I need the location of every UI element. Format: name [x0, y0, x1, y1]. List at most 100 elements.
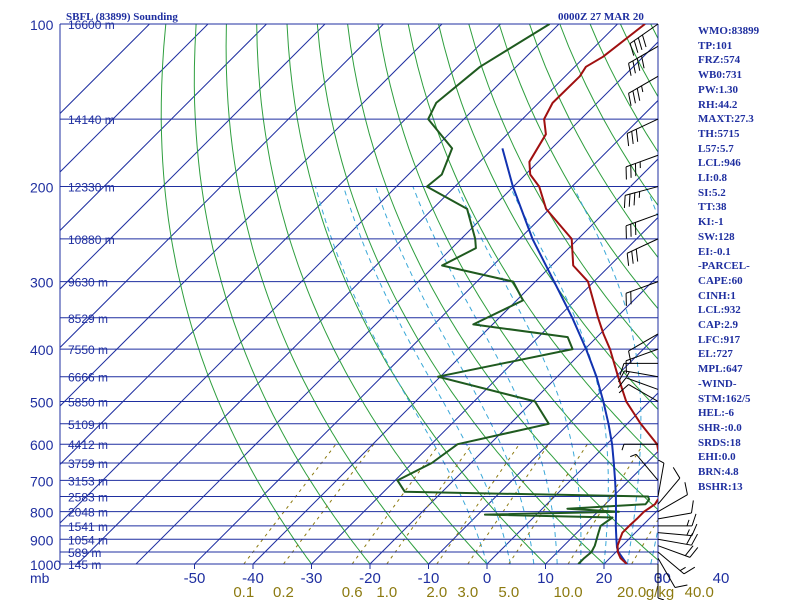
isotherm-line: [60, 24, 443, 407]
wind-barb-shaft: [628, 75, 659, 94]
sounding-time: 0000Z 27 MAR 20: [558, 11, 644, 23]
wind-barb-feather: [631, 251, 634, 264]
wind-barb-shaft: [626, 238, 659, 254]
index-item: TT:38: [698, 201, 727, 214]
wind-barb-half-feather: [630, 453, 637, 458]
wind-barb-feather: [633, 40, 639, 53]
index-item: BRN:4.8: [698, 466, 739, 479]
index-item: EHI:0.0: [698, 451, 736, 464]
wind-barb: [657, 459, 665, 497]
height-label: 16600 m: [68, 18, 115, 32]
height-label: 1054 m: [68, 533, 108, 547]
wind-barb-shaft: [629, 23, 659, 44]
station-title: SBFL (83899) Sounding: [66, 11, 178, 23]
wind-barb-shaft: [657, 545, 691, 558]
wind-barb: [626, 118, 659, 147]
wind-barb-half-feather: [658, 459, 665, 464]
height-label: 1541 m: [68, 520, 108, 534]
wind-barb-feather: [617, 377, 627, 389]
wind-barb: [629, 23, 659, 56]
isobar-layer: [59, 23, 659, 569]
height-label: 589 m: [68, 546, 101, 560]
mixing-ratio-line: [508, 443, 588, 564]
wind-barb-shaft: [657, 538, 692, 546]
wind-barb: [657, 500, 694, 520]
isotherm-line: [252, 158, 658, 564]
wind-barb-shaft: [626, 118, 659, 134]
wind-barb-shaft: [625, 213, 659, 227]
isotherm-line: [311, 216, 658, 564]
index-item: HEL:-6: [698, 407, 735, 420]
index-item: LCL:932: [698, 304, 741, 317]
wind-barb: [630, 453, 659, 481]
height-label: 6666 m: [68, 371, 108, 385]
isotherm-line: [60, 24, 384, 349]
height-label: 3153 m: [68, 474, 108, 488]
wind-barb: [657, 482, 688, 513]
wind-barb: [657, 532, 698, 546]
wind-barb-shaft: [625, 154, 659, 168]
isotherm-line: [369, 275, 658, 564]
temperature-tick-label: 20: [596, 570, 613, 587]
mixing-ratio-label: 1.0: [376, 584, 397, 600]
wind-barb-feather: [623, 195, 626, 209]
wind-barb-half-feather: [686, 519, 690, 527]
wind-barb-feather: [618, 370, 625, 383]
wind-barb-feather: [641, 55, 645, 69]
index-item: PW:1.30: [698, 83, 739, 96]
height-label: 14140 m: [68, 113, 115, 127]
isotherm-line: [428, 333, 658, 564]
wind-barb-shaft: [657, 557, 676, 588]
index-item: TP:101: [698, 39, 733, 52]
wind-barb-feather: [628, 63, 632, 76]
wind-barb-shaft: [624, 370, 659, 378]
pressure-label: 500: [30, 394, 54, 410]
index-item: CAP:2.9: [698, 319, 739, 332]
wind-barb-shaft: [628, 45, 659, 64]
wind-barb-shaft: [625, 281, 659, 294]
wind-barb: [628, 333, 659, 364]
isotherm-line: [60, 24, 560, 524]
wind-barb-feather: [636, 88, 641, 101]
mixing-ratio-label: 40.0: [685, 584, 714, 600]
wind-barb-shaft: [628, 384, 659, 402]
index-item: MAXT:27.3: [698, 113, 754, 126]
index-item: FRZ:574: [698, 54, 741, 67]
wind-barb-feather: [684, 545, 694, 556]
isotherm-line: [77, 24, 618, 564]
height-label: 8529 m: [68, 312, 108, 326]
isotherm-line: [60, 24, 501, 466]
temperature-tick-label: 0: [483, 570, 491, 587]
index-item: SRDS:18: [698, 436, 741, 449]
wind-barb-shaft: [657, 494, 688, 513]
isotherm-line: [60, 24, 267, 232]
height-label: 2048 m: [68, 506, 108, 520]
index-item: WB0:731: [698, 69, 742, 82]
index-item: KI:-1: [698, 216, 724, 229]
index-item: LI:0.8: [698, 172, 728, 185]
wind-barb: [625, 154, 659, 180]
wind-barb-feather: [628, 350, 632, 364]
wind-barb-feather: [618, 384, 629, 394]
index-item: STM:162/5: [698, 392, 751, 405]
index-item: SI:5.2: [698, 186, 726, 199]
mixing-ratio-label: 2.0: [426, 584, 447, 600]
isotherm-line: [194, 99, 658, 564]
wind-barb: [617, 377, 659, 390]
index-item: RH:44.2: [698, 98, 738, 111]
wind-barb: [628, 75, 659, 106]
isotherm-line: [135, 41, 658, 564]
mixing-ratio-label: 10.0: [553, 584, 582, 600]
index-item: EI:-0.1: [698, 245, 731, 258]
pressure-label: 900: [30, 532, 54, 548]
wind-barb-shaft: [625, 186, 659, 196]
pressure-label: 1000: [30, 557, 61, 573]
mixing-ratio-line: [436, 443, 520, 564]
wind-barb: [625, 213, 659, 239]
pressure-label: 800: [30, 505, 54, 521]
wind-barb-shaft: [657, 477, 681, 505]
index-item: -WIND-: [698, 377, 737, 390]
isotherm-line: [60, 24, 326, 290]
wind-barb: [628, 45, 659, 76]
